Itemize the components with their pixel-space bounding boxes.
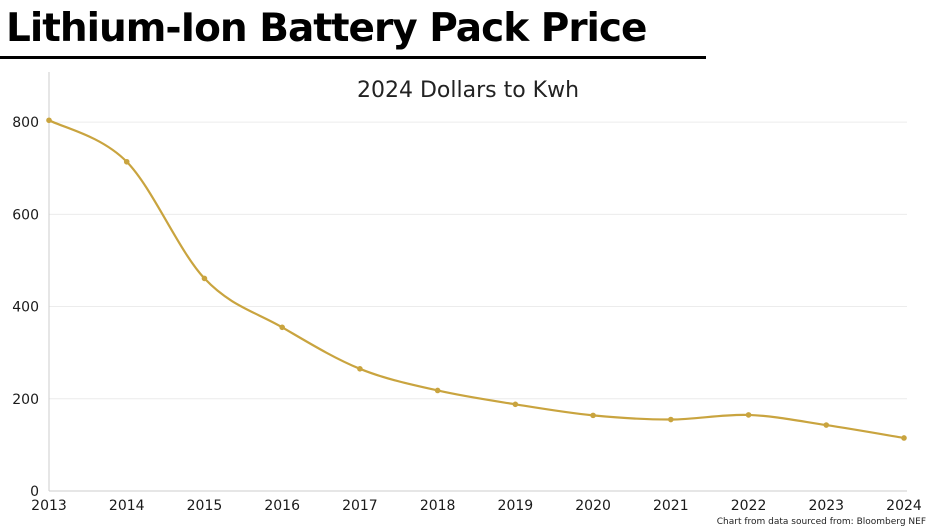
x-tick-label: 2017 [342, 498, 378, 514]
data-point-2023 [823, 422, 830, 428]
x-tick-label: 2024 [886, 498, 922, 514]
x-tick-label: 2021 [653, 498, 689, 514]
data-point-2020 [590, 412, 596, 419]
chart-main-title: Lithium-Ion Battery Pack Price [6, 6, 647, 51]
x-tick-label: 2023 [808, 498, 844, 514]
data-point-2014 [123, 158, 130, 165]
x-tick-label: 2015 [187, 498, 223, 514]
source-note: Chart from data sourced from: Bloomberg … [717, 517, 926, 527]
data-point-2018 [434, 387, 441, 394]
axes: 0 200 400 600 800 2013 2014 2015 2016 2017 2018 201… [12, 72, 922, 514]
data-point-2021 [668, 416, 674, 423]
y-tick-label: 400 [12, 300, 39, 316]
series-line [47, 119, 906, 440]
x-tick-label: 2019 [498, 498, 534, 514]
x-tick-label: 2020 [575, 498, 611, 514]
x-tick-label: 2022 [731, 498, 767, 514]
y-tick-label: 200 [12, 392, 39, 408]
data-point-2024 [901, 435, 907, 441]
data-point-2019 [512, 401, 519, 408]
y-tick-label: 800 [12, 115, 39, 131]
y-tick-label: 600 [12, 207, 39, 223]
data-point-2017 [357, 366, 363, 372]
series-layer [46, 117, 907, 441]
grid-lines [49, 121, 907, 400]
data-point-2022 [745, 412, 752, 418]
x-tick-label: 2014 [109, 498, 145, 514]
data-point-2015 [201, 275, 208, 282]
data-point-2016 [279, 324, 285, 331]
title-underline [0, 56, 706, 59]
y-tick-label: 0 [30, 484, 39, 500]
x-tick-label: 2016 [264, 498, 300, 514]
data-point-2013 [46, 117, 52, 124]
chart-subtitle: 2024 Dollars to Kwh [357, 78, 579, 103]
x-tick-label: 2013 [31, 498, 67, 514]
x-tick-label: 2018 [420, 498, 456, 514]
